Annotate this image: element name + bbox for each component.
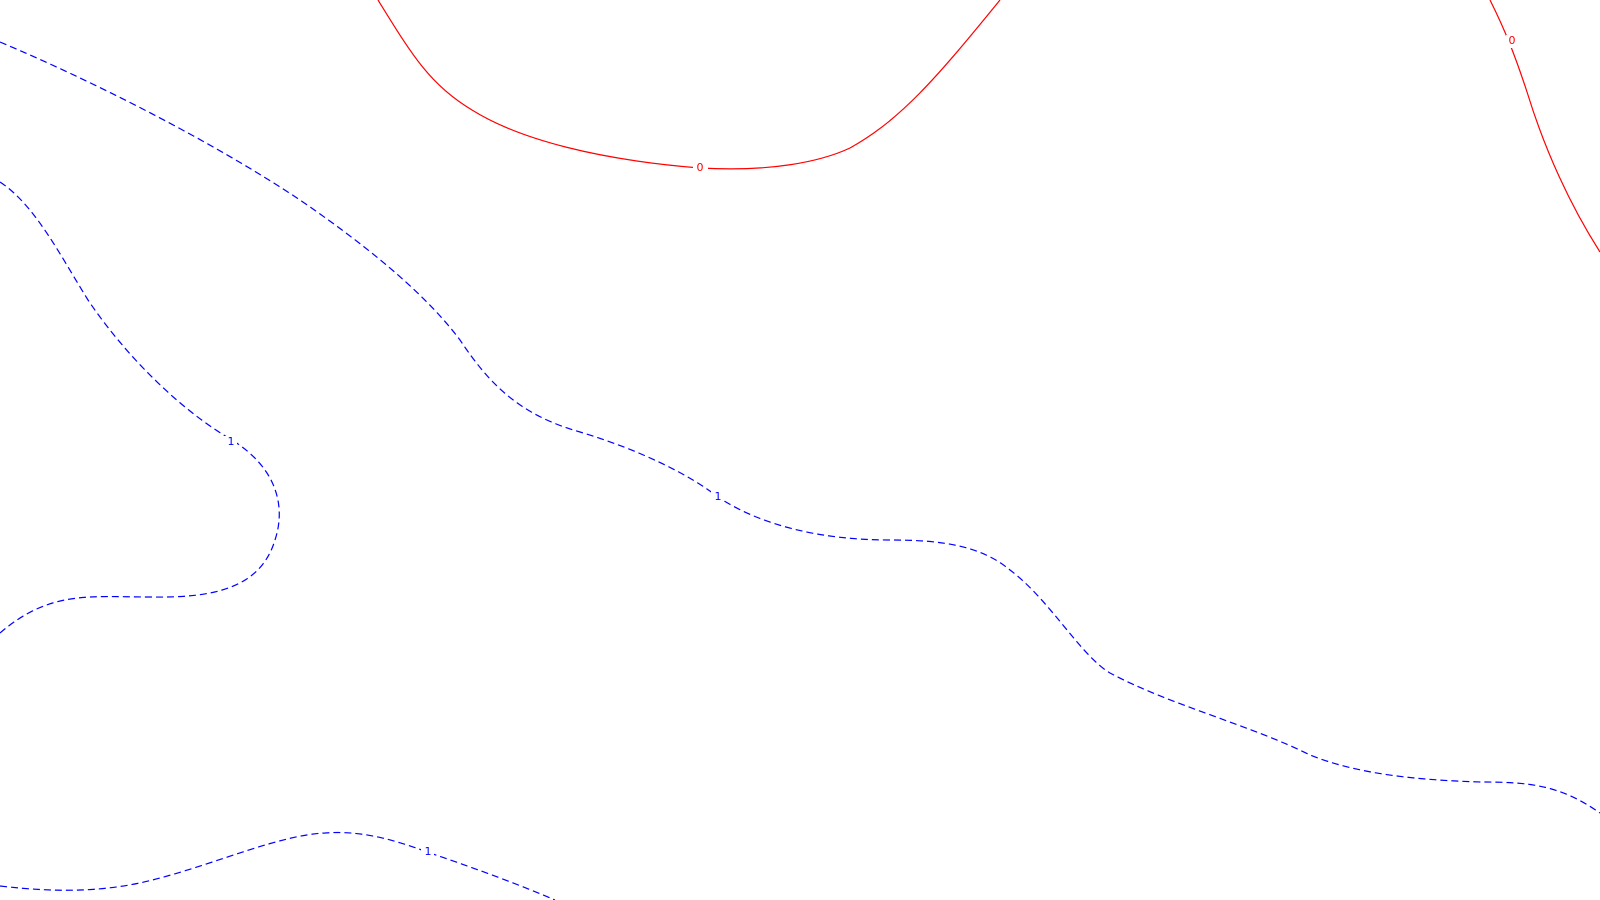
contour-label-bg (693, 161, 708, 174)
contour-line (377, 0, 1001, 170)
contour-label: 0 (1509, 34, 1516, 47)
contour-label: 1 (425, 845, 432, 858)
contour-line (0, 831, 556, 900)
contour-line (1489, 0, 1600, 253)
contour-label: 1 (715, 490, 722, 503)
contour-label: 0 (697, 161, 704, 174)
contour-zero-right: 0 (1489, 0, 1600, 253)
contour-one-left-loop: 1 (0, 181, 280, 634)
contour-zero-valley: 0 (377, 0, 1001, 174)
contour-label-bg (711, 491, 724, 504)
contour-line (0, 41, 1600, 814)
contour-label-bg (1506, 35, 1519, 48)
contour-label-bg (224, 436, 237, 449)
contour-one-bottom: 1 (0, 831, 556, 900)
contour-one-diagonal: 1 (0, 41, 1600, 814)
contour-label-bg (421, 846, 434, 859)
contour-line (0, 181, 280, 634)
contour-label: 1 (228, 435, 235, 448)
